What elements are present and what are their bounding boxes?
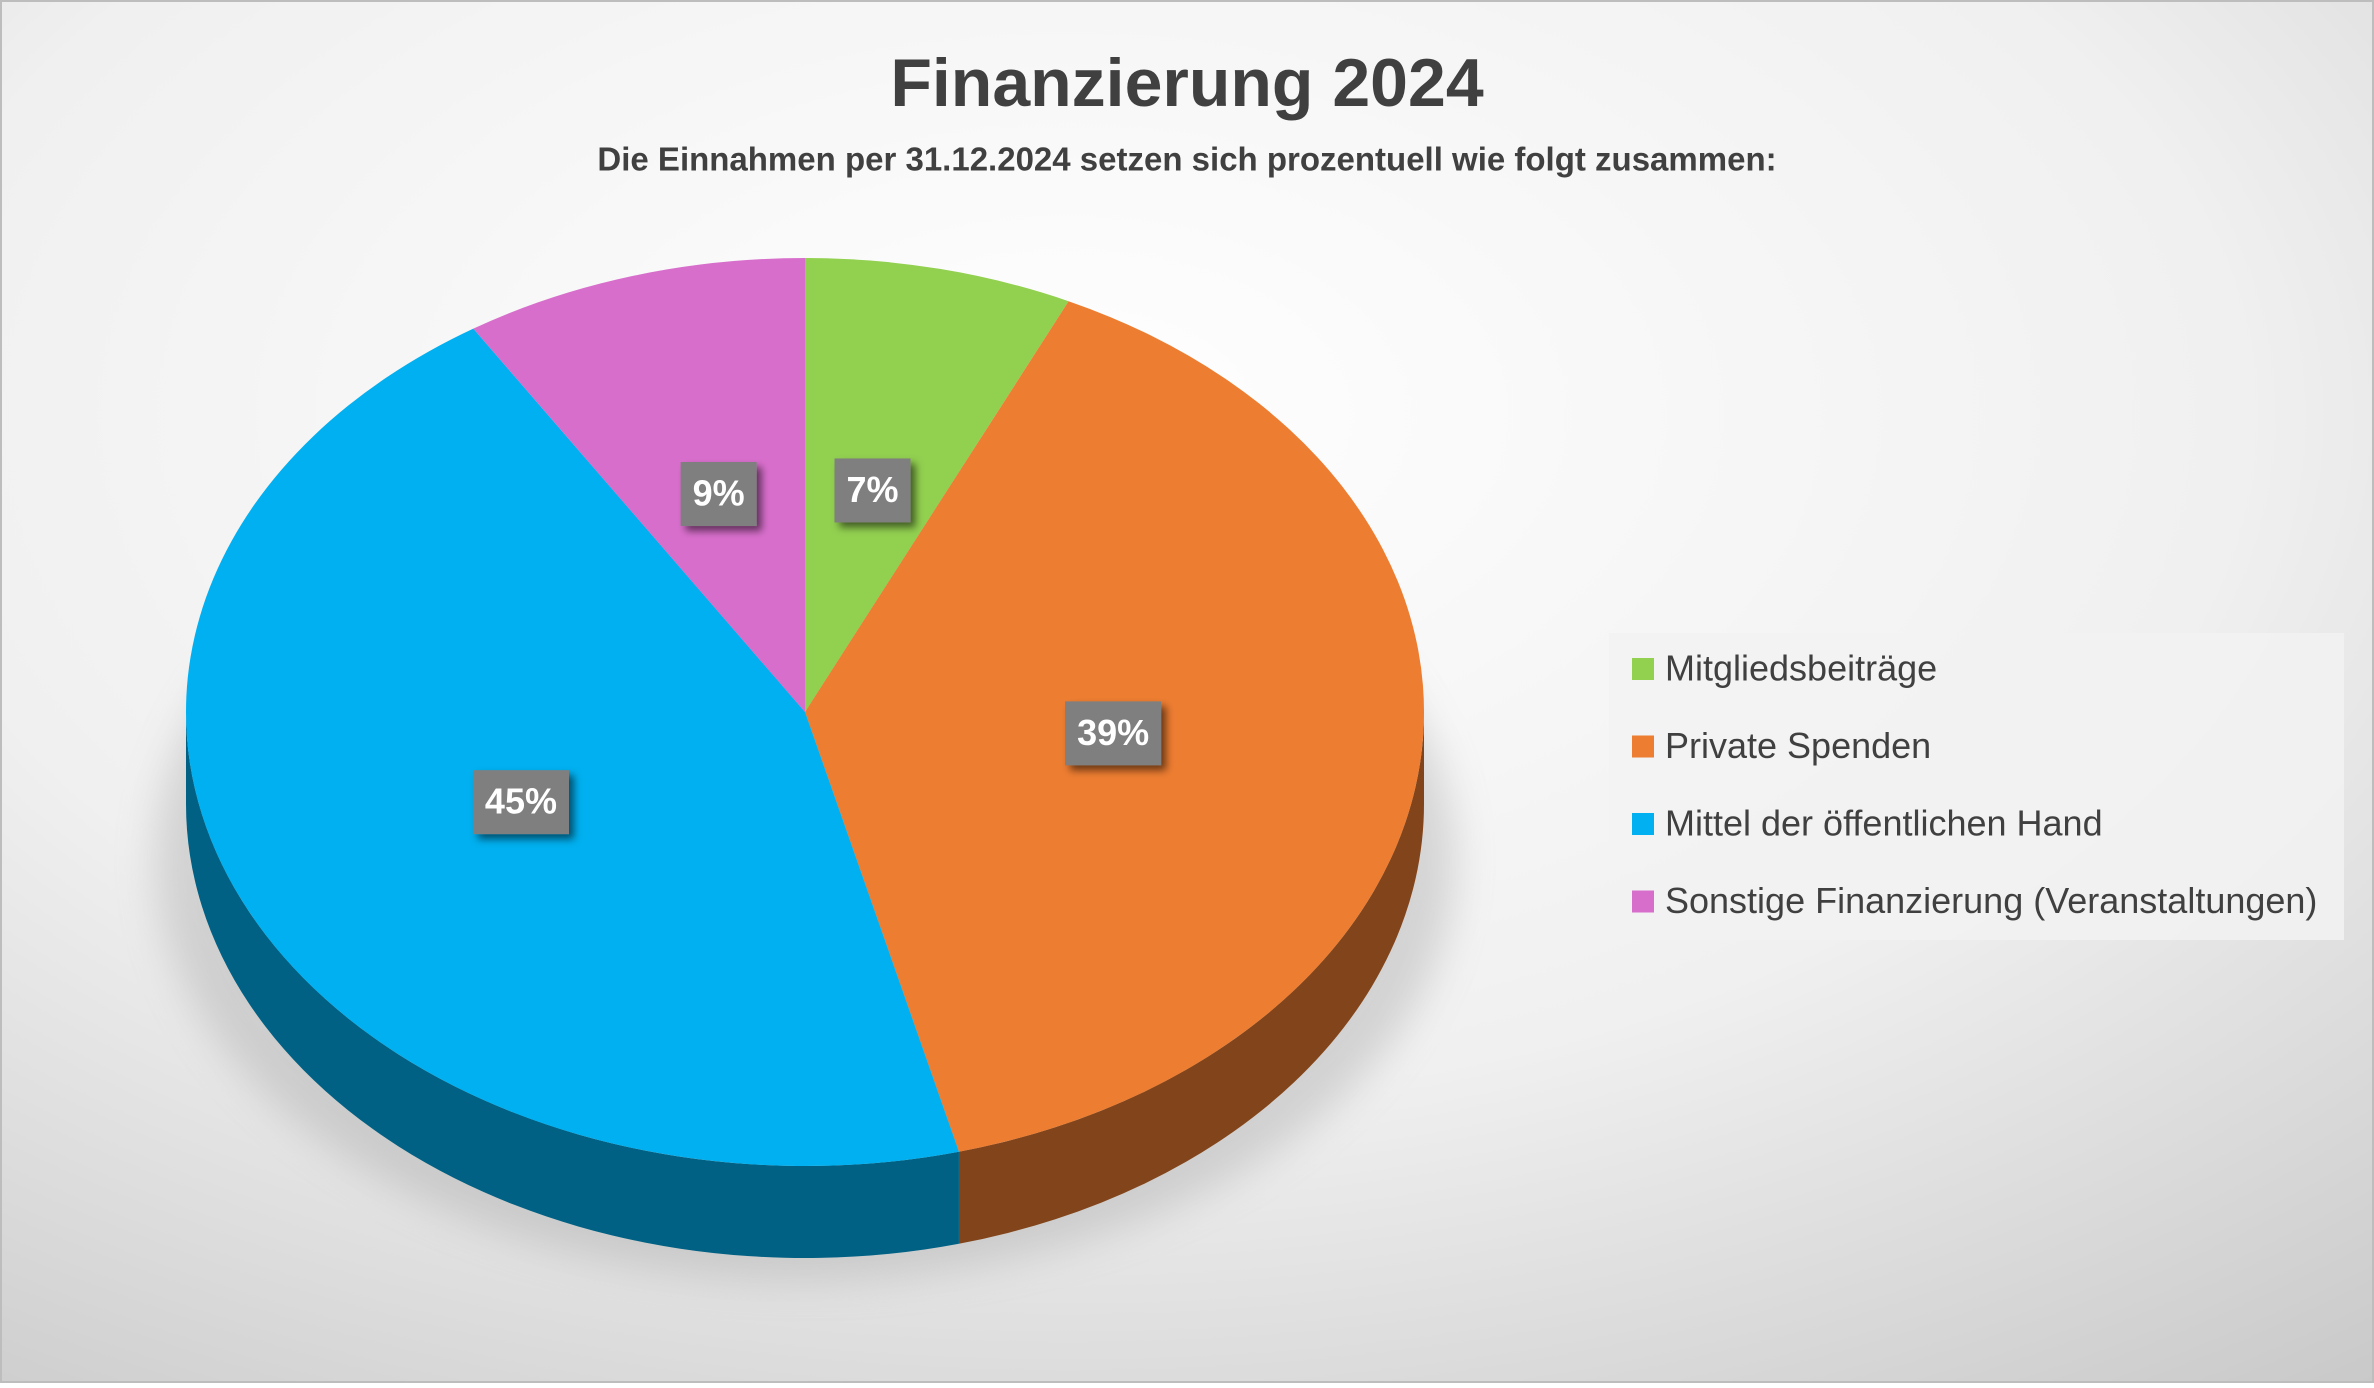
slice bbox=[473, 258, 805, 712]
data-label: 7% bbox=[846, 469, 898, 510]
data-label-box bbox=[472, 770, 569, 835]
legend-swatch bbox=[1632, 890, 1654, 913]
data-label: 45% bbox=[485, 781, 557, 822]
legend-label: Mittel der öffentlichen Hand bbox=[1665, 803, 2103, 844]
slice bbox=[805, 258, 1069, 712]
legend-swatch bbox=[1632, 658, 1654, 680]
data-labels: 7% 39% 45% 9% bbox=[472, 458, 1162, 835]
chart-title: Finanzierung 2024 bbox=[890, 45, 1483, 121]
slice-side bbox=[958, 712, 1424, 1244]
legend-swatch bbox=[1632, 813, 1654, 835]
data-label: 39% bbox=[1077, 712, 1149, 753]
pie bbox=[186, 258, 1424, 1258]
legend: Mitgliedsbeiträge Private Spenden Mittel d… bbox=[1609, 633, 2344, 940]
data-label-box bbox=[680, 462, 757, 527]
legend-label: Sonstige Finanzierung (Veranstaltungen) bbox=[1665, 880, 2317, 921]
data-label-box bbox=[1065, 701, 1162, 766]
slice bbox=[186, 328, 959, 1166]
data-label-box bbox=[834, 458, 911, 523]
legend-box bbox=[1609, 633, 2344, 940]
legend-label: Mitgliedsbeiträge bbox=[1665, 648, 1937, 689]
chart-subtitle: Die Einnahmen per 31.12.2024 setzen sich… bbox=[597, 141, 1776, 178]
legend-label: Private Spenden bbox=[1665, 725, 1931, 766]
legend-swatch bbox=[1632, 735, 1654, 758]
data-label: 9% bbox=[693, 473, 745, 514]
slice-side bbox=[186, 712, 959, 1258]
